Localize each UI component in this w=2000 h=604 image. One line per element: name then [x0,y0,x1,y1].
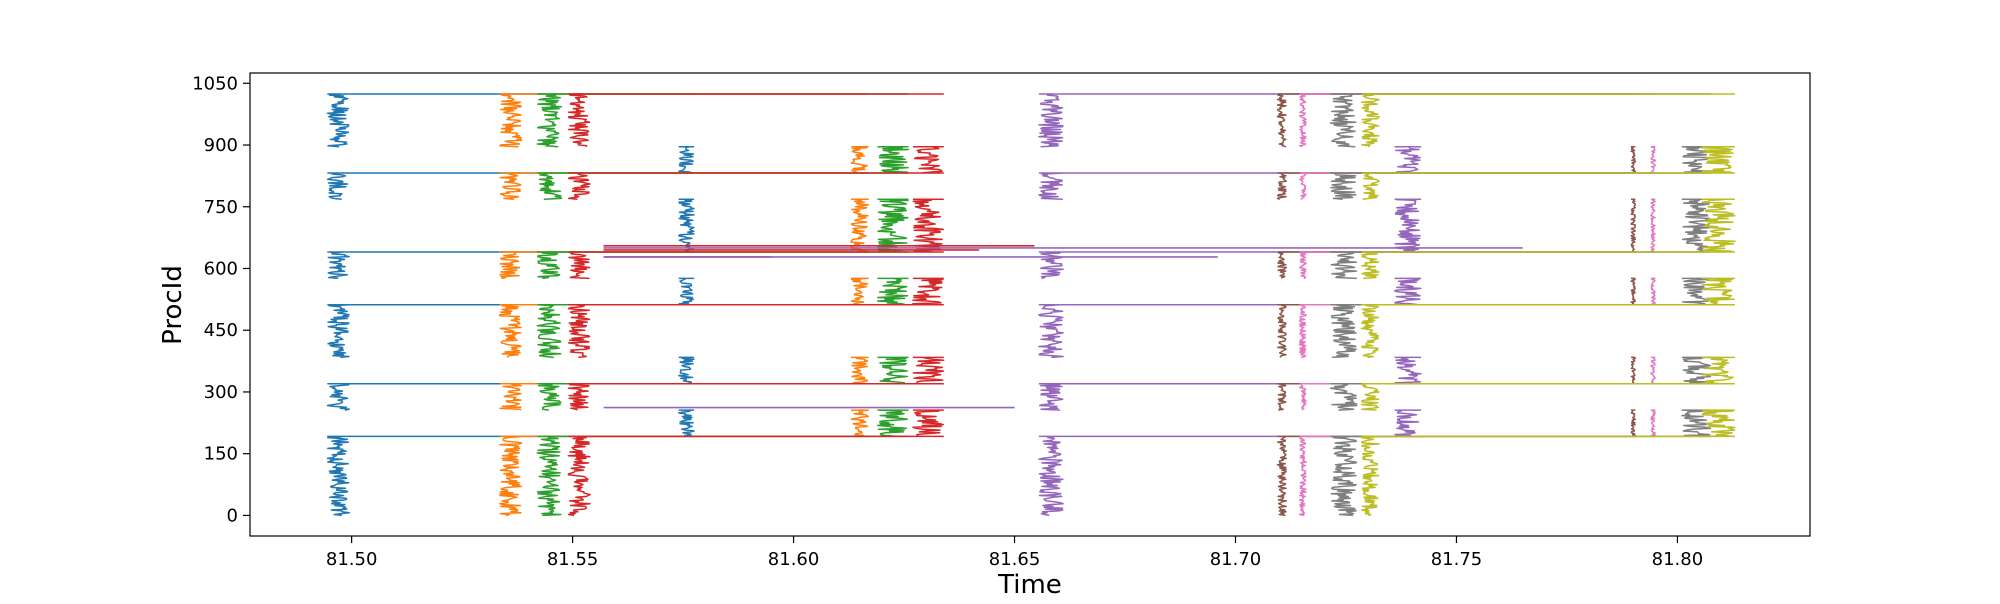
y-tick-label: 300 [204,382,238,403]
y-tick-label: 600 [204,258,238,279]
series-line-9 [1360,93,1736,517]
series-line-5 [1038,93,1422,517]
x-tick-label: 81.50 [326,549,378,570]
x-axis-title: Time [997,570,1062,600]
x-tick-label: 81.65 [989,549,1041,570]
y-tick-label: 750 [204,197,238,218]
y-tick-label: 150 [204,444,238,465]
y-tick-label: 1050 [192,73,238,94]
y-tick-label: 450 [204,320,238,341]
tick-layer: 81.50 81.55 81.60 81.65 81.70 81.75 81.80 0 150 3… [192,73,1703,570]
y-axis-title: ProcId [158,265,188,345]
y-tick-label: 0 [227,505,238,526]
y-tick-label: 900 [204,135,238,156]
x-tick-label: 81.75 [1431,549,1483,570]
data-layer [326,93,1736,517]
x-tick-label: 81.80 [1652,549,1704,570]
series-line-4 [567,93,945,517]
x-tick-label: 81.55 [547,549,599,570]
axes-frame [249,72,1811,537]
x-tick-label: 81.60 [768,549,820,570]
x-tick-label: 81.70 [1210,549,1262,570]
